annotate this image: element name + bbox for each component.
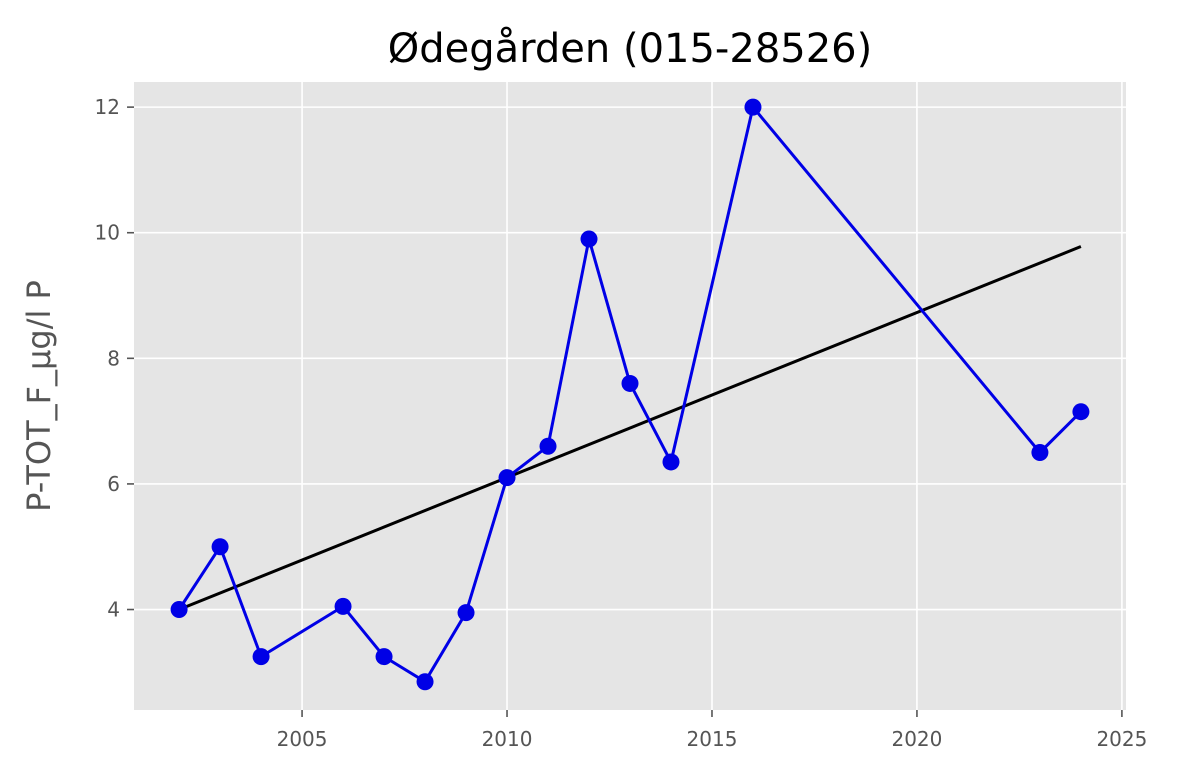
data-point: [744, 98, 762, 116]
y-axis-label: P-TOT_F_µg/l P: [20, 280, 58, 512]
plot-area: [134, 82, 1126, 710]
data-point: [498, 469, 516, 487]
data-point: [539, 437, 557, 455]
y-tick-label: 8: [107, 346, 120, 370]
y-tick-label: 10: [95, 221, 120, 245]
data-point: [621, 374, 639, 392]
x-tick-label: 2010: [482, 727, 533, 751]
data-point: [375, 648, 393, 666]
chart-title: Ødegården (015-28526): [388, 26, 872, 72]
gridlines: [134, 82, 1126, 710]
data-point: [662, 453, 680, 471]
y-tick-label: 4: [107, 598, 120, 622]
data-point: [457, 604, 475, 622]
data-point: [580, 230, 598, 248]
trend-line-group: [178, 245, 1082, 611]
x-tick-label: 2005: [277, 727, 328, 751]
y-tick-label: 12: [95, 95, 120, 119]
y-tick-label: 6: [107, 472, 120, 496]
data-series: [170, 98, 1090, 691]
trend-line: [178, 245, 1082, 611]
x-tick-label: 2015: [687, 727, 738, 751]
data-point: [170, 601, 188, 619]
data-point: [252, 648, 270, 666]
data-point: [211, 538, 229, 556]
data-point: [1072, 403, 1090, 421]
data-point: [416, 673, 434, 691]
data-point: [334, 597, 352, 615]
x-tick-label: 2020: [891, 727, 942, 751]
axes: 2005 2010 2015 2020 2025 4 6 8 10 12: [95, 95, 1148, 751]
data-point: [1031, 444, 1049, 462]
x-tick-label: 2025: [1096, 727, 1147, 751]
